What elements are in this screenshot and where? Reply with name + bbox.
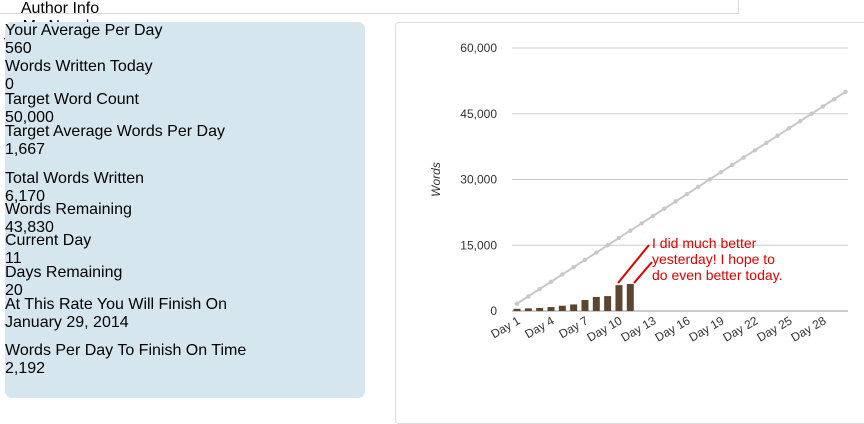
x-tick-label: Day 16 [653,313,693,344]
stat-label: Target Average Words Per Day [5,123,225,140]
stat-row: Words Per Day To Finish On Time 2,192 [5,342,365,396]
bar [513,308,521,311]
stat-label: At This Rate You Will Finish On [5,296,228,313]
x-tick-label: Day 19 [687,313,727,344]
target-point [764,140,769,146]
target-point [594,250,599,255]
y-tick-label: 15,000 [460,238,497,252]
target-line [516,90,847,305]
stat-row: Target Word Count 50,000 [5,91,365,126]
stat-value: 11 [5,250,22,267]
stat-row: Current Day 11 [5,232,365,267]
stat-row: Target Average Words Per Day 1,667 [5,123,365,170]
bar [615,285,623,311]
bar [536,307,544,311]
target-point [832,96,837,102]
x-tick-label: Day 10 [585,313,625,344]
x-tick-label: Day 7 [556,313,590,341]
target-point [718,169,724,175]
stats-panel: Your Average Per Day 560 Words Written Tod… [5,22,365,398]
stat-value: 20 [5,282,23,299]
stat-row: Words Remaining 43,830 [5,201,365,236]
y-tick-label: 30,000 [460,173,497,187]
bar [524,308,532,311]
stat-value: 0 [5,76,14,93]
stat-label: Days Remaining [5,264,123,281]
target-point [684,191,690,197]
x-tick-label: Day 25 [754,313,794,344]
target-point [560,272,565,277]
target-point [752,148,758,153]
bar [604,296,612,311]
annotation: do even better today. [652,267,783,283]
target-point [650,213,656,219]
target-point [662,206,667,211]
stat-row: Days Remaining 20 [5,264,365,299]
stat-row: Words Written Today 0 [5,58,365,93]
stat-label: Target Word Count [5,91,139,108]
bar [547,307,555,311]
y-tick-label: 60,000 [460,41,497,55]
y-axis-label: Words [429,162,443,197]
y-tick-label: 0 [490,304,497,318]
stat-row: Your Average Per Day 560 [5,22,365,58]
tab[interactable]: Author Info [20,0,100,17]
stat-value: 6,170 [5,188,46,205]
target-point [639,221,644,226]
target-point [786,126,792,131]
target-point [809,111,814,116]
y-tick-label: 45,000 [460,107,497,121]
target-point [582,257,588,263]
stat-value: 43,830 [5,219,54,236]
stat-value: 50,000 [5,109,54,126]
stat-value: 1,667 [5,141,46,158]
x-tick-label: Day 22 [720,313,760,344]
target-point [696,184,701,190]
target-point [820,104,826,109]
stat-value: 560 [5,40,32,57]
bar [558,305,566,311]
stat-value: January 29, 2014 [5,314,129,331]
stat-label: Total Words Written [5,170,145,187]
target-point [741,155,746,160]
stat-value: 2,192 [5,360,46,377]
x-tick-label: Day 13 [619,313,659,344]
x-tick-label: Day 4 [522,313,556,341]
target-point [548,279,554,284]
target-point [775,133,780,138]
stat-label: Words Remaining [5,201,132,218]
target-point [537,286,542,292]
target-point [843,89,848,95]
stat-label: Words Per Day To Finish On Time [5,342,247,359]
active-tab[interactable] [738,0,864,14]
bar [581,300,589,311]
target-point [798,118,803,124]
target-point [707,177,712,182]
annotation: yesterday! I hope to [652,251,775,267]
target-point [673,199,678,204]
bar [626,283,634,311]
stat-label: Current Day [5,232,92,249]
target-point [616,235,622,241]
annotation-arrow [633,261,653,284]
bar [592,296,600,311]
target-point [605,243,610,248]
target-point [526,294,531,299]
annotation-arrow [617,244,650,284]
stat-label: Words Written Today [5,58,153,75]
target-point [514,301,520,306]
bar [570,304,578,311]
x-tick-label: Day 28 [788,313,828,344]
target-point [571,264,576,270]
stat-row: At This Rate You Will Finish On January 2… [5,296,365,342]
target-point [730,162,735,168]
target-point [628,228,633,233]
annotation: I did much better [652,235,757,251]
stat-label: Your Average Per Day [5,22,163,39]
stat-row: Total Words Written 6,170 [5,170,365,205]
